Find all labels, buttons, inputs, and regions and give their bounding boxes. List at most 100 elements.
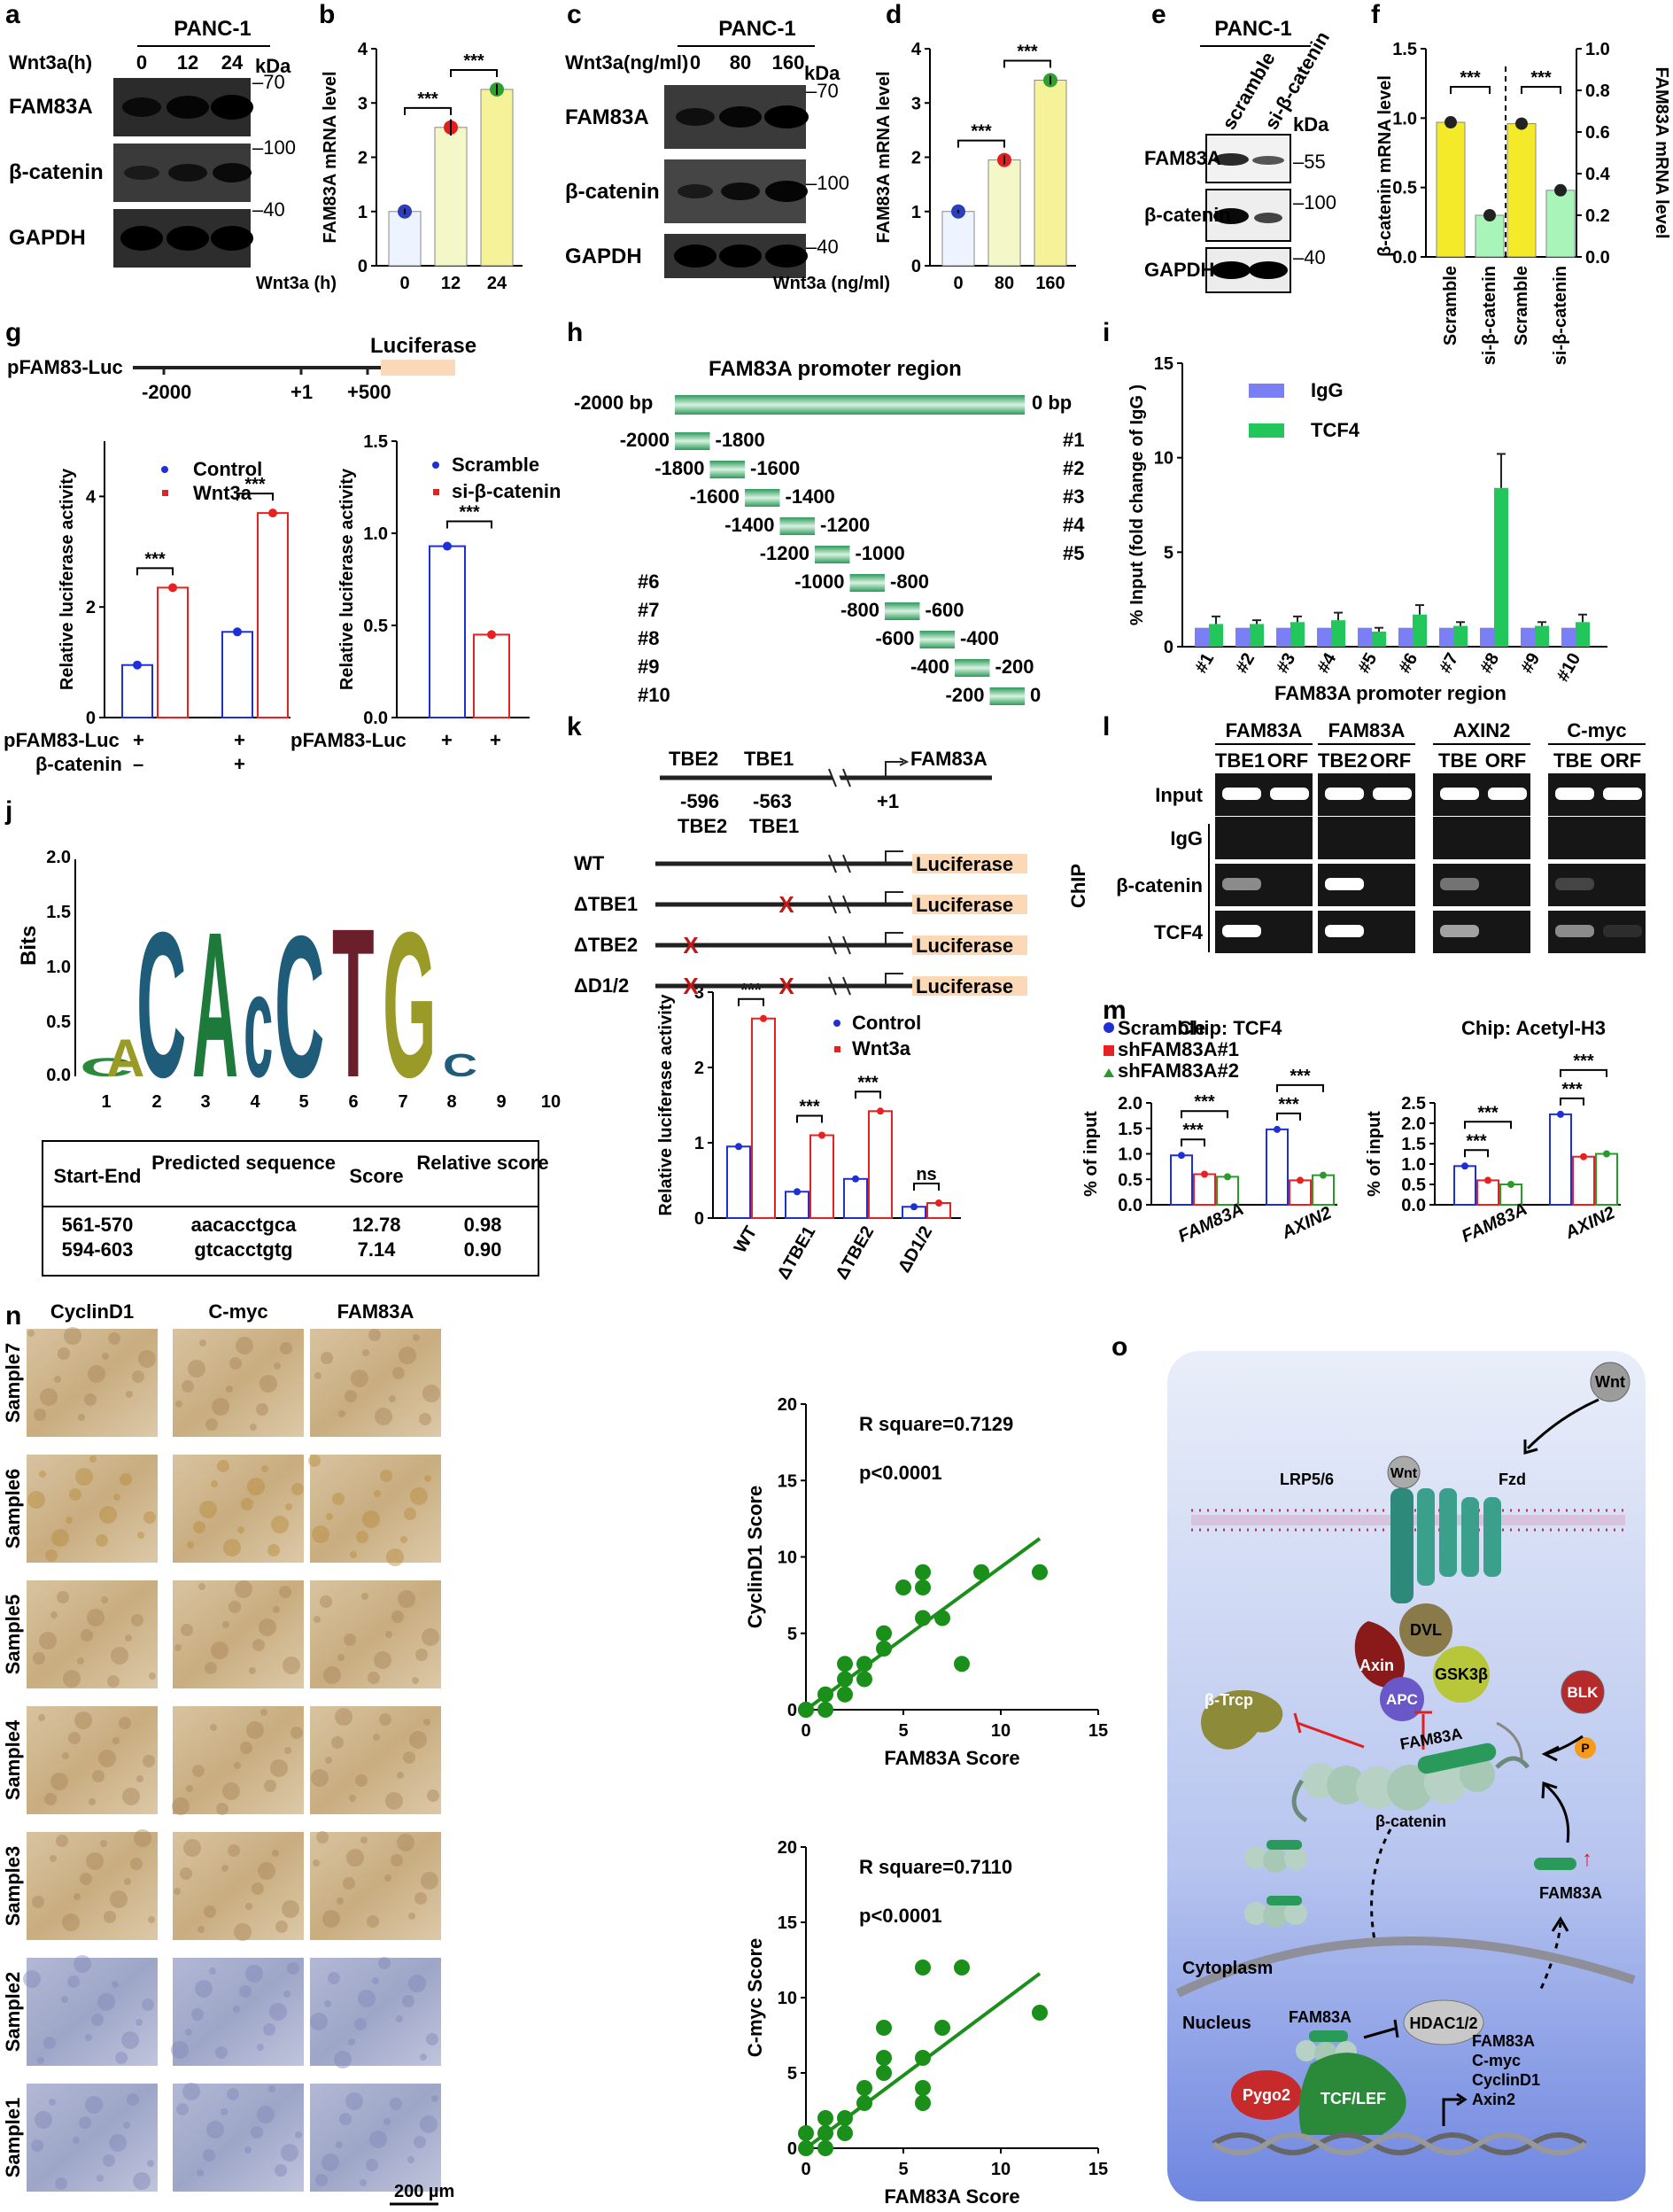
bar	[1034, 80, 1067, 267]
tissue-texture	[221, 1865, 228, 1872]
pygo-label: Pygo2	[1243, 2086, 1290, 2104]
tissue-texture	[130, 1858, 143, 1870]
tissue-texture	[349, 1795, 356, 1802]
band-label: β-catenin	[565, 180, 660, 204]
tissue-texture	[260, 1709, 267, 1716]
x-tick-label: 160	[1035, 274, 1065, 293]
tissue-texture	[332, 1493, 345, 1505]
bar	[1358, 627, 1372, 647]
position-label: 7	[398, 1092, 407, 1112]
chart-k: 0 1 2 3 Relative luciferase activity *** WT ***…	[656, 981, 961, 1283]
gel-band	[1603, 788, 1642, 800]
tissue-texture	[86, 1852, 104, 1870]
tissue-texture	[391, 1610, 404, 1623]
gel-band	[1222, 878, 1261, 890]
construct-label: ΔTBE2	[574, 934, 638, 956]
x-tick-label: 10	[991, 2160, 1011, 2179]
tissue-texture	[256, 1403, 268, 1416]
bar	[1453, 625, 1468, 647]
tcf-lef	[1298, 2053, 1406, 2135]
btrcp	[1201, 1689, 1283, 1750]
tissue-texture	[50, 1773, 68, 1790]
chart-d: 0 1 2 3 4 FAM83A mRNA level 0 80 160 *** *** Wnt3a …	[773, 40, 1076, 293]
panel-letter-b: b	[319, 0, 335, 29]
gel-strip	[1318, 817, 1415, 859]
fragment-bar	[989, 687, 1025, 705]
tissue-texture	[206, 2121, 224, 2138]
tissue-texture	[176, 2103, 189, 2115]
tissue-texture	[32, 1896, 44, 1908]
lane-label: ORF	[1370, 749, 1411, 772]
chart-n-cmyc: 0 5 10 15 20 0 5 10 15 FAM83A Score C-myc Score R s…	[744, 1838, 1108, 2208]
x-tick-label: FAM83A	[1459, 1199, 1530, 1246]
panel-a-western-blot: PANC-1 Wnt3a(h) 0 12 24 kDa FAM83A β-cat…	[9, 17, 296, 268]
data-point	[443, 541, 452, 551]
tissue-texture	[104, 1911, 116, 1923]
y-axis-label: Relative luciferase activity	[656, 994, 676, 1216]
bar	[257, 512, 289, 718]
significance-label: ***	[417, 89, 438, 109]
beta-catenin-complex	[1291, 1742, 1530, 1823]
bar	[1290, 622, 1305, 647]
tissue-texture	[132, 1370, 144, 1383]
tissue-texture	[131, 1614, 143, 1626]
chart-m-acetyl: 0.00.51.01.52.02.5 % of input Chip: Acetyl…	[1365, 1017, 1621, 1246]
tissue-texture	[211, 1480, 218, 1487]
lane-label: TBE1	[1215, 749, 1265, 772]
fragment-end: -1800	[716, 429, 765, 451]
gel-band	[1488, 788, 1527, 800]
fragment-bar	[709, 461, 745, 478]
svg-text:C: C	[80, 1052, 134, 1082]
tss-arrow	[885, 973, 903, 986]
band-label: GAPDH	[9, 226, 86, 250]
site-label: TBE2	[669, 748, 718, 770]
gel-band	[1440, 788, 1479, 800]
table-cell: 12.78	[352, 1214, 400, 1236]
gel-band	[1440, 878, 1479, 890]
tissue-texture	[120, 1473, 132, 1486]
tissue-texture	[420, 2053, 427, 2061]
tissue-texture	[308, 1455, 321, 1467]
tissue-texture	[85, 2096, 103, 2114]
construct-label: ΔD1/2	[574, 974, 629, 997]
tissue-texture	[115, 2052, 128, 2064]
tissue-texture	[87, 1609, 105, 1626]
tick-label: 2.0	[46, 848, 71, 867]
y-tick-label: 0.8	[1585, 81, 1610, 101]
tissue-texture	[55, 2177, 67, 2190]
data-point	[1274, 1125, 1281, 1133]
chart-g-right: 0.0 0.5 1.0 1.5 Relative luciferase activity…	[337, 432, 561, 728]
y-tick-label: 0.0	[1585, 248, 1610, 268]
data-point	[760, 1014, 767, 1022]
y-tick-label: 3	[358, 94, 368, 113]
tissue-texture	[389, 1395, 396, 1402]
tissue-texture	[171, 2041, 189, 2059]
tissue-texture	[62, 1752, 69, 1759]
y-tick-label: 5	[787, 1625, 797, 1644]
significance-label: ***	[244, 475, 266, 494]
y-tick-label: 0.0	[363, 709, 388, 728]
ihc-image	[173, 1329, 304, 1437]
significance-label: ***	[1460, 68, 1481, 88]
tissue-texture	[50, 1855, 57, 1862]
tissue-texture	[380, 1470, 392, 1482]
tissue-texture	[123, 2122, 130, 2129]
tissue-texture	[375, 1408, 392, 1425]
y-tick-label: 0.0	[1401, 1196, 1426, 1215]
table-cell: 0.90	[464, 1238, 502, 1261]
x-tick-label: 15	[1088, 2160, 1108, 2179]
panel-o-pathway: Wnt Wnt LRP5/6 Fzd Axin DVL GSK3β APC β-…	[1167, 1351, 1646, 2201]
bar	[785, 1191, 809, 1219]
break-mark	[828, 895, 837, 914]
y-tick-label: 2	[86, 598, 96, 617]
tissue-texture	[247, 1478, 265, 1495]
tissue-texture	[107, 1675, 120, 1688]
tissue-texture	[188, 1360, 205, 1378]
tissue-texture	[119, 1717, 131, 1729]
legend-label: Wnt3a	[193, 482, 252, 504]
tissue-texture	[127, 2093, 139, 2106]
tissue-texture	[143, 1755, 155, 1767]
tissue-texture	[210, 1724, 217, 1731]
tissue-texture	[271, 1516, 289, 1533]
tissue-texture	[124, 1878, 131, 1885]
